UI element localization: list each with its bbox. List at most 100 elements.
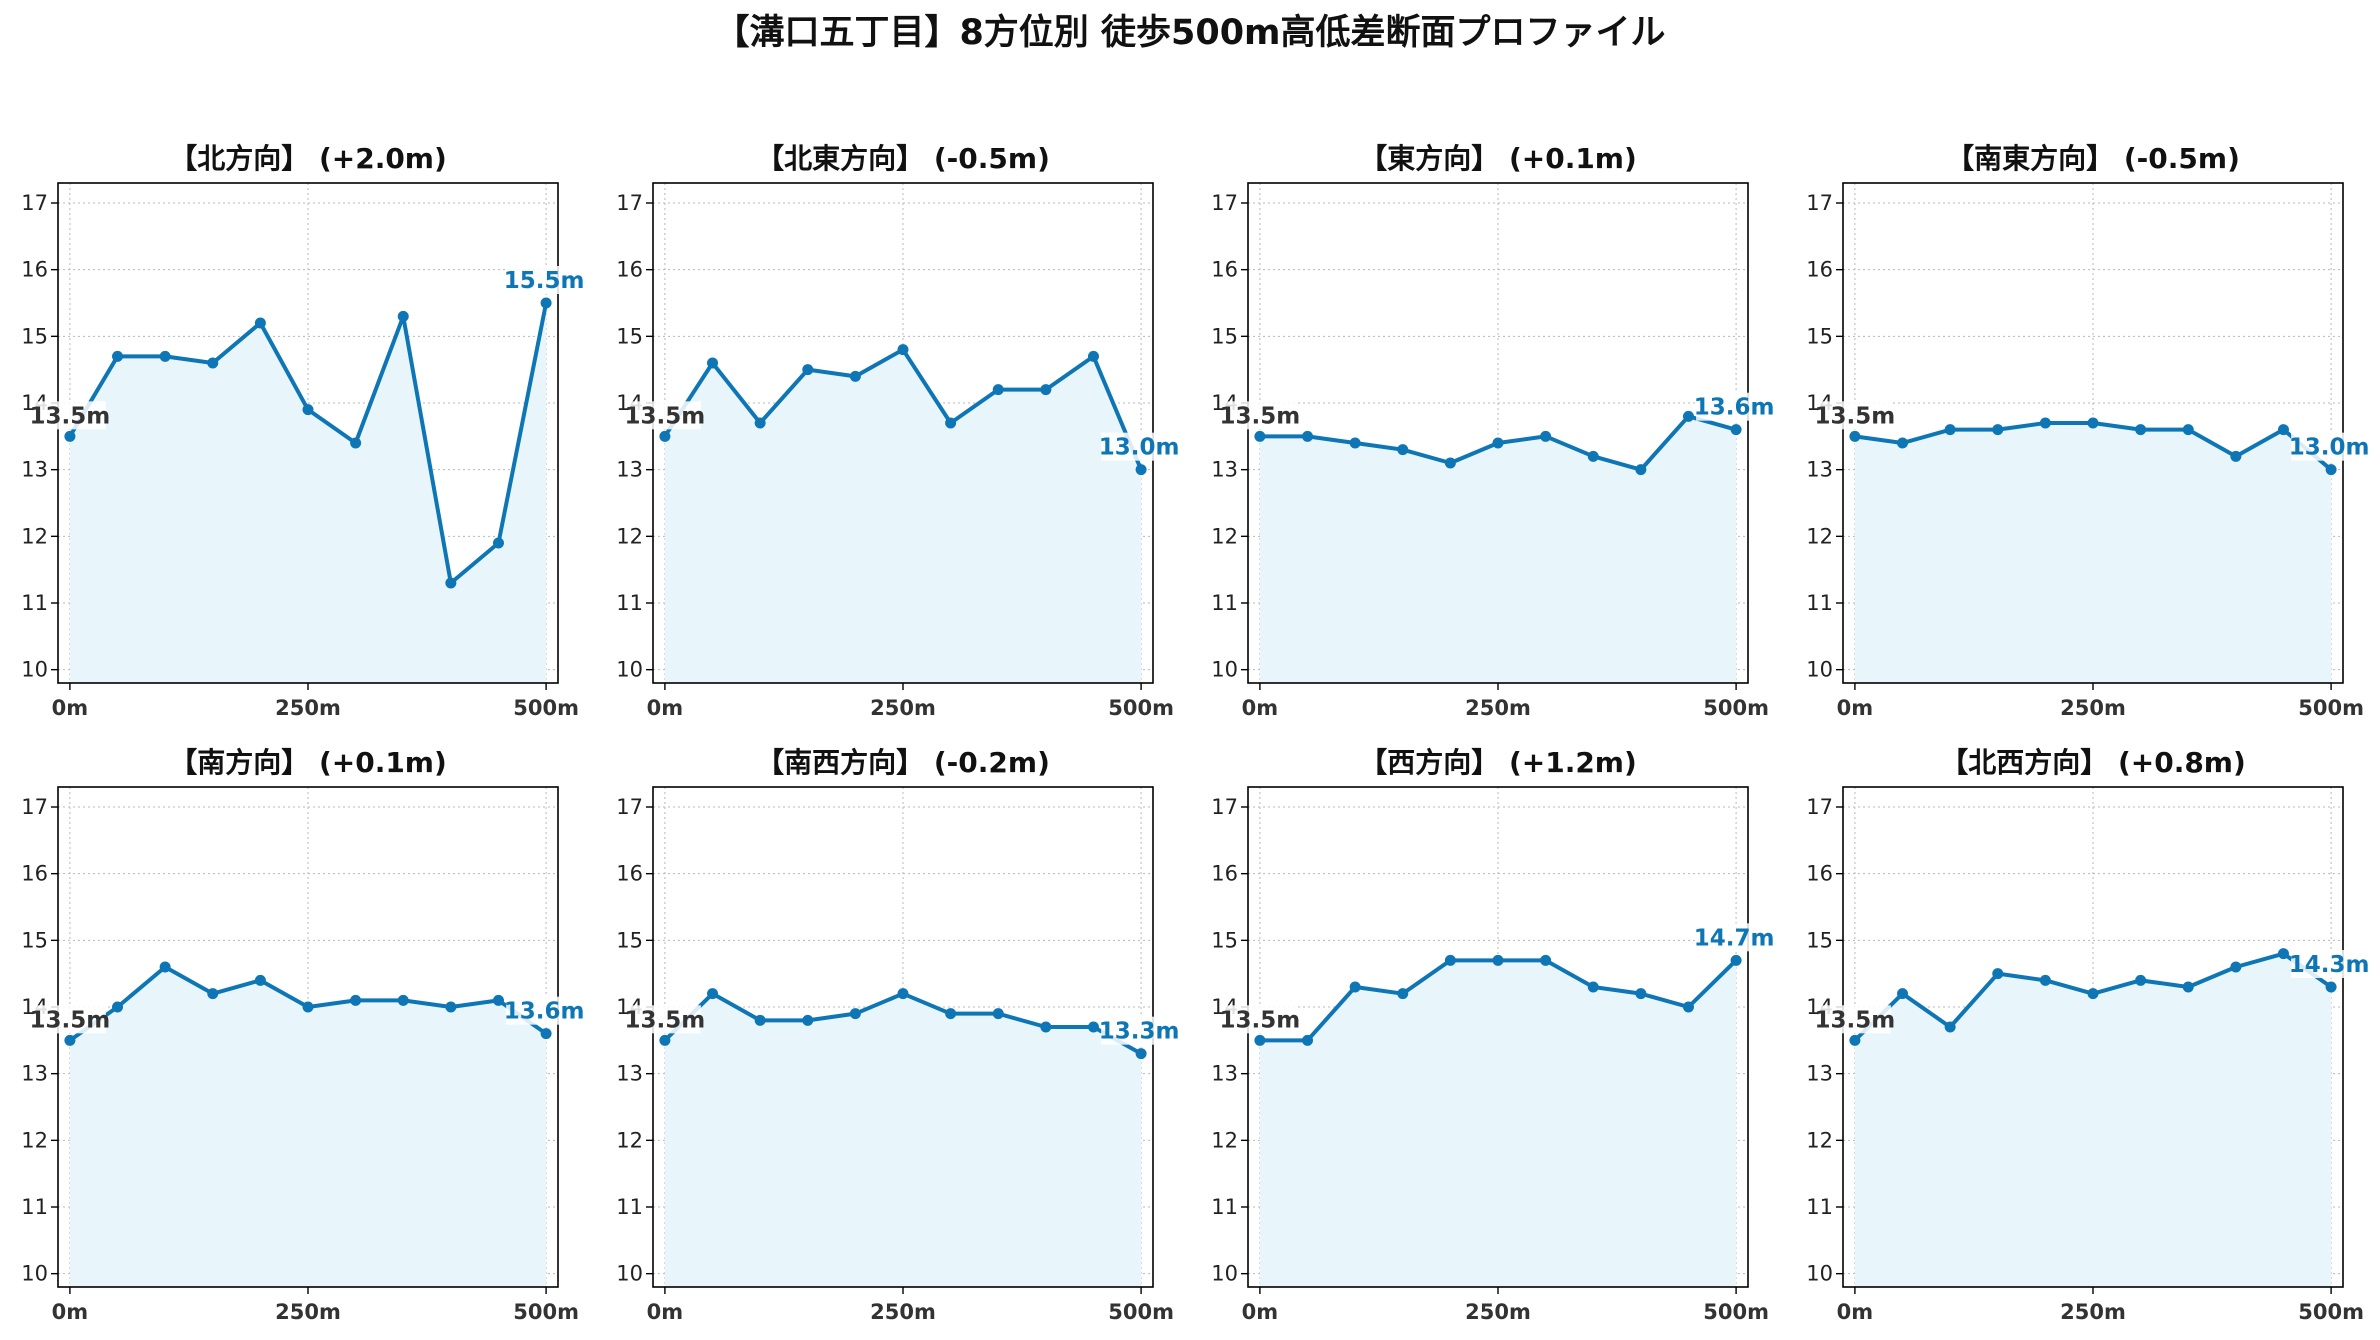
y-tick-label: 17 [21,795,48,819]
x-tick-label: 0m [1242,696,1279,720]
y-tick-label: 11 [616,591,643,615]
y-tick-label: 17 [1806,191,1833,215]
data-point [64,430,76,442]
data-point [1682,410,1694,422]
y-tick-label: 13 [1211,458,1238,482]
data-point [397,994,409,1006]
data-point [64,1034,76,1046]
y-tick-label: 11 [21,591,48,615]
y-tick-label: 11 [21,1195,48,1219]
x-tick-label: 250m [275,1300,341,1324]
data-point [2087,417,2099,429]
x-tick-label: 500m [1703,696,1769,720]
chart-panel-2: 【北東方向】 (-0.5m)10111213141516170m250m500m… [616,142,1179,720]
x-tick-label: 500m [1108,1300,1174,1324]
data-point [2182,424,2194,436]
y-tick-label: 12 [21,524,48,548]
data-point [1635,988,1647,1000]
y-tick-label: 13 [21,458,48,482]
x-tick-label: 500m [2298,696,2364,720]
subplot-title: 【東方向】 (+0.1m) [1359,142,1637,175]
data-point [992,384,1004,396]
data-point [350,437,362,449]
subplot-title: 【南東方向】 (-0.5m) [1946,142,2240,175]
start-label-bg [628,1005,701,1034]
data-point [1944,424,1956,436]
chart-panels: 【北方向】 (+2.0m)10111213141516170m250m500m1… [21,142,2369,1324]
area-fill [1259,416,1737,683]
start-elevation-label: 13.5m [625,403,706,429]
y-tick-label: 13 [21,1062,48,1086]
subplot-title: 【北東方向】 (-0.5m) [756,142,1050,175]
data-point [540,1028,552,1040]
area-fill [664,349,1142,683]
data-point [945,1008,957,1020]
data-point [1254,1034,1266,1046]
y-tick-label: 13 [1806,1062,1833,1086]
data-point [1492,954,1504,966]
end-label-bg [506,996,583,1025]
y-tick-label: 11 [1211,1195,1238,1219]
subplot-title: 【南西方向】 (-0.2m) [756,746,1050,779]
y-tick-label: 16 [616,862,643,886]
y-tick-label: 15 [616,324,643,348]
y-tick-label: 12 [1211,1128,1238,1152]
data-point [1087,1021,1099,1033]
data-point [1849,430,1861,442]
start-label-bg [1223,1005,1296,1034]
y-tick-label: 11 [616,1195,643,1219]
y-tick-label: 13 [616,1062,643,1086]
data-point [1992,968,2004,980]
data-point [159,961,171,973]
data-point [2039,974,2051,986]
y-tick-label: 11 [1806,1195,1833,1219]
x-tick-label: 0m [1242,1300,1279,1324]
end-elevation-label: 13.6m [504,999,585,1025]
data-point [707,988,719,1000]
data-point [1682,1001,1694,1013]
start-label-bg [1223,401,1296,430]
y-tick-label: 15 [21,928,48,952]
data-point [254,974,266,986]
data-point [1849,1034,1861,1046]
data-point [159,350,171,362]
y-tick-label: 17 [616,795,643,819]
data-point [1540,954,1552,966]
end-elevation-label: 13.0m [2289,435,2370,461]
x-tick-label: 500m [513,696,579,720]
x-tick-label: 250m [1465,696,1531,720]
data-point [1897,437,1909,449]
data-point [2087,988,2099,1000]
data-point [659,1034,671,1046]
data-point [540,297,552,309]
data-point [207,357,219,369]
x-tick-label: 250m [275,696,341,720]
data-point [1587,450,1599,462]
x-tick-label: 0m [52,696,89,720]
start-elevation-label: 13.5m [30,1007,111,1033]
data-point [302,404,314,416]
start-elevation-label: 13.5m [1220,403,1301,429]
start-elevation-label: 13.5m [30,403,111,429]
data-point [897,988,909,1000]
y-tick-label: 16 [1211,862,1238,886]
area-fill [1259,960,1737,1287]
x-tick-label: 0m [52,1300,89,1324]
x-tick-label: 500m [1703,1300,1769,1324]
y-tick-label: 13 [1211,1062,1238,1086]
y-tick-label: 12 [1211,524,1238,548]
chart-panel-3: 【東方向】 (+0.1m)10111213141516170m250m500m1… [1211,142,1774,720]
y-tick-label: 12 [1806,1128,1833,1152]
data-point [2325,464,2337,476]
end-label-bg [1101,1016,1178,1045]
data-point [754,1014,766,1026]
start-label-bg [1818,401,1891,430]
x-tick-label: 250m [1465,1300,1531,1324]
data-point [302,1001,314,1013]
chart-panel-7: 【西方向】 (+1.2m)10111213141516170m250m500m1… [1211,746,1774,1324]
y-tick-label: 12 [616,1128,643,1152]
area-fill [69,303,547,683]
data-point [492,537,504,549]
chart-panel-8: 【北西方向】 (+0.8m)10111213141516170m250m500m… [1806,746,2369,1324]
